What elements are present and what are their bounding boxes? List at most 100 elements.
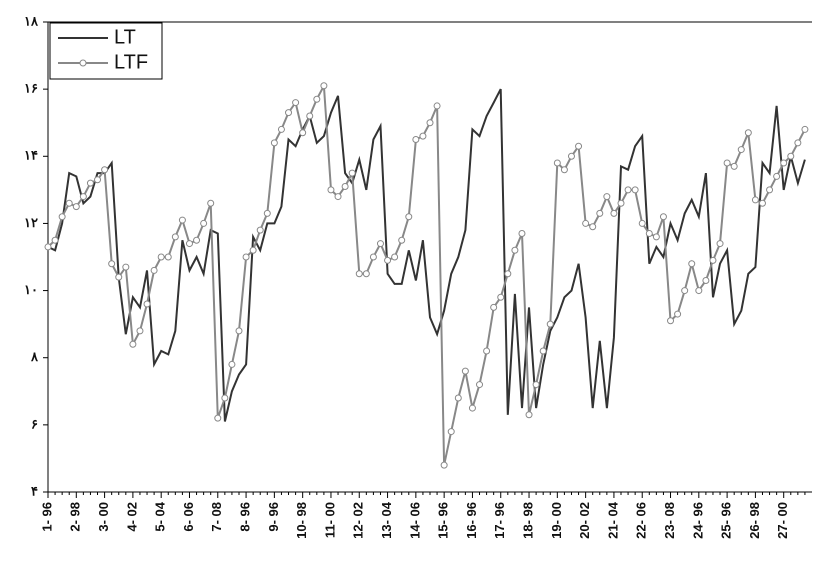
series-marker [454,394,462,402]
series-marker [589,223,597,231]
series-marker [327,186,335,194]
series-marker [440,461,448,469]
series-marker [86,179,94,187]
y-tick-label: ۱۴ [24,148,38,163]
series-marker [447,428,455,436]
series-marker [539,347,547,355]
y-tick-label: ۸ [30,349,39,364]
series-marker [433,102,441,110]
series-marker [575,142,583,150]
series-marker [207,199,215,207]
series-marker [164,253,172,261]
series-marker [185,240,193,248]
series-marker [306,112,314,120]
series-marker [801,125,809,133]
series-marker [79,193,87,201]
series-marker [582,219,590,227]
series-marker [369,253,377,261]
series-marker [674,310,682,318]
series-line [47,82,806,466]
series-marker [766,186,774,194]
x-tick-label: 14- 06 [407,502,422,539]
series-marker [94,176,102,184]
x-tick-label: 3- 00 [96,502,111,532]
x-tick-label: 21- 04 [605,501,620,539]
series-marker [108,260,116,268]
series-marker [376,240,384,248]
series-marker [716,240,724,248]
series-marker [384,256,392,264]
x-tick-label: 16- 96 [464,502,479,539]
x-tick-label: 12- 02 [351,502,366,539]
series-marker [702,277,710,284]
series-marker [157,253,165,261]
series-marker [624,186,632,194]
series-marker [518,230,526,237]
series-marker [200,219,208,227]
series-marker [193,236,201,244]
series-marker [553,159,561,167]
series-marker [171,233,179,241]
series-marker [65,199,73,207]
series-marker [751,196,759,204]
series-marker [794,139,802,147]
series-marker [773,172,781,180]
x-tick-label: 17- 96 [492,502,507,539]
x-tick-label: 2- 98 [68,502,83,532]
series-marker [617,199,625,207]
series-marker [723,159,731,167]
series-marker [596,209,604,217]
series-marker [787,152,795,160]
series-marker [348,169,356,177]
series-marker [461,367,469,375]
series-marker [58,213,66,221]
x-tick-label: 18- 98 [520,502,535,539]
series-marker [150,266,158,274]
series-marker [292,99,300,107]
x-tick-label: 9- 96 [266,502,281,532]
y-tick-label: ۱۲ [24,215,38,230]
series-marker [263,209,271,217]
series-marker [483,347,491,355]
x-tick-label: 19- 00 [549,502,564,539]
series-marker [129,340,137,348]
series-marker [398,236,406,244]
series-marker [249,246,257,254]
legend-marker [79,59,87,67]
series-marker [277,125,285,133]
series-marker [51,236,59,244]
series-marker [525,411,533,419]
series-marker [115,273,123,281]
x-tick-label: 4- 02 [124,502,139,532]
series-marker [355,270,363,278]
x-tick-label: 27- 00 [775,502,790,539]
series-marker [737,146,745,154]
series-marker [362,270,370,278]
series-marker [313,95,321,103]
x-tick-label: 13- 04 [379,501,394,539]
series-marker [341,183,349,190]
series-marker [136,327,144,335]
series-marker [695,287,703,295]
series-marker [419,132,427,140]
series-marker [468,404,476,412]
series-marker [610,209,618,217]
legend-box [49,22,163,80]
series-marker [560,166,568,174]
series-marker [511,246,519,254]
x-tick-label: 23- 08 [662,502,677,539]
series-marker [652,233,660,241]
series-marker [391,253,399,261]
x-tick-label: 5- 04 [153,501,168,531]
series-marker [631,186,639,194]
series-marker [426,119,434,127]
legend-label: LTF [114,51,148,73]
x-tick-label: 11- 00 [322,502,337,538]
series-marker [101,166,109,174]
series-marker [228,360,236,368]
series-marker [320,82,328,90]
x-tick-label: 25- 96 [719,502,734,539]
series-marker [242,253,250,261]
x-tick-label: 22- 06 [634,502,649,539]
